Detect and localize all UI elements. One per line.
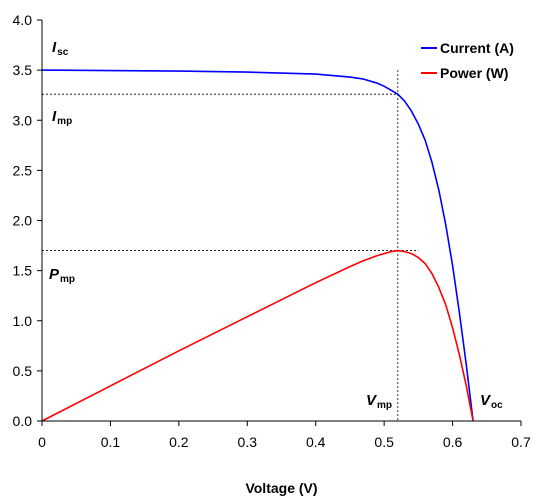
x-tick-label: 0	[38, 434, 46, 450]
y-tick-label: 2.0	[13, 213, 33, 229]
y-tick-label: 2.5	[13, 162, 33, 178]
x-tick-label: 0.6	[443, 434, 463, 450]
y-tick-label: 3.0	[13, 112, 33, 128]
legend-label: Current (A)	[440, 40, 514, 56]
y-axis-ticks: 0.0 0.5 1.0 1.5 2.0 2.5 3.0 3.5 4.0	[13, 12, 42, 429]
x-tick-label: 0.2	[169, 434, 189, 450]
pmp-label: Pmp	[49, 266, 75, 285]
imp-label: Imp	[52, 108, 72, 127]
voc-label: Voc	[480, 392, 503, 411]
series-line-1	[41, 249, 474, 422]
legend-label: Power (W)	[440, 65, 508, 81]
vmp-label: Vmp	[366, 392, 392, 411]
y-tick-label: 0.0	[13, 413, 33, 429]
annotations: Isc Imp Pmp Vmp Voc	[49, 39, 503, 411]
x-tick-label: 0.1	[101, 434, 121, 450]
x-tick-label: 0.7	[511, 434, 531, 450]
series-lines	[41, 69, 474, 422]
y-tick-label: 1.0	[13, 313, 33, 329]
x-tick-label: 0.4	[306, 434, 326, 450]
y-tick-label: 4.0	[13, 12, 33, 28]
reference-lines	[42, 70, 419, 421]
y-tick-label: 1.5	[13, 263, 33, 279]
y-tick-label: 3.5	[13, 62, 33, 78]
x-tick-label: 0.3	[238, 434, 258, 450]
isc-label: Isc	[52, 39, 69, 58]
y-tick-label: 0.5	[13, 363, 33, 379]
x-axis-ticks: 0 0.1 0.2 0.3 0.4 0.5 0.6 0.7	[38, 421, 531, 450]
x-axis-title: Voltage (V)	[245, 480, 317, 496]
legend: Current (A) Power (W)	[421, 40, 514, 81]
x-tick-label: 0.5	[374, 434, 394, 450]
series-line-0	[41, 69, 474, 422]
